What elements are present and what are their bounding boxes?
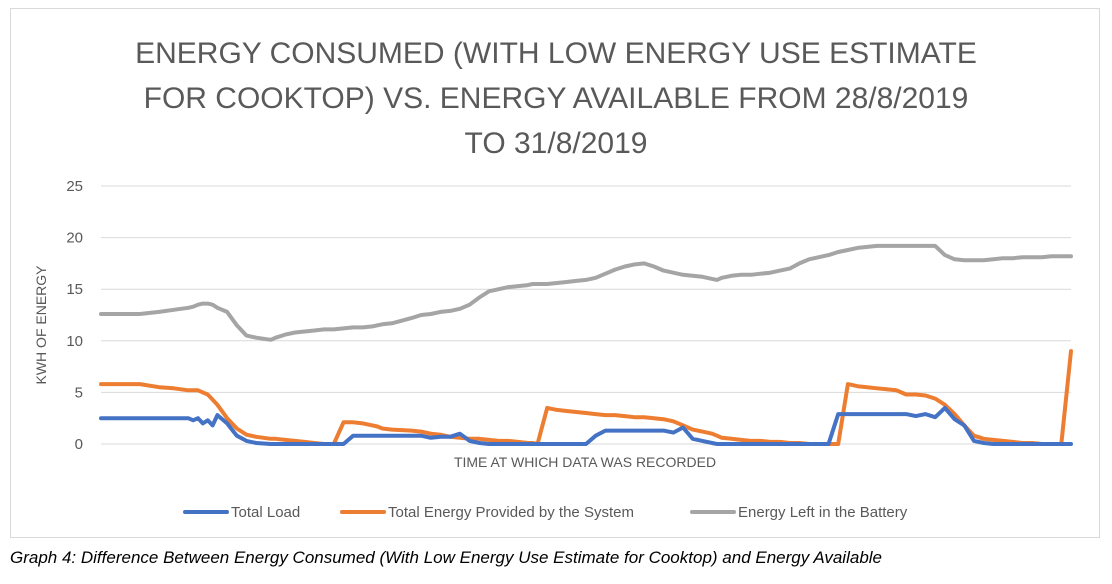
legend-label: Energy Left in the Battery (738, 504, 908, 521)
y-tick-label: 25 (66, 178, 83, 195)
series-lines (99, 243, 1073, 446)
legend: Total Load Total Energy Provided by the S… (183, 504, 908, 521)
y-tick-label: 0 (75, 436, 83, 453)
chart-title-line-3: TO 31/8/2019 (465, 127, 648, 160)
chart-svg: ENERGY CONSUMED (WITH LOW ENERGY USE EST… (33, 37, 1073, 521)
y-axis-ticks: 0 5 10 15 20 25 (66, 178, 83, 453)
series-line-total-load (99, 405, 1073, 446)
legend-label: Total Load (231, 504, 300, 521)
y-tick-label: 5 (75, 384, 83, 401)
figure-caption: Graph 4: Difference Between Energy Consu… (10, 548, 883, 567)
legend-label: Total Energy Provided by the System (388, 504, 634, 521)
y-axis-label: KWH OF ENERGY (33, 265, 49, 385)
y-tick-label: 15 (66, 281, 83, 298)
y-tick-label: 10 (66, 333, 83, 350)
chart-title-line-1: ENERGY CONSUMED (WITH LOW ENERGY USE EST… (135, 37, 977, 70)
series-line-total-energy-provided-by-the-system (99, 349, 1073, 446)
y-tick-label: 20 (66, 230, 83, 247)
series-line-energy-left-in-the-battery (99, 243, 1073, 342)
x-axis-label: TIME AT WHICH DATA WAS RECORDED (454, 454, 716, 470)
gridlines (101, 185, 1071, 445)
chart-frame: ENERGY CONSUMED (WITH LOW ENERGY USE EST… (10, 8, 1100, 538)
chart-title: ENERGY CONSUMED (WITH LOW ENERGY USE EST… (135, 37, 977, 160)
chart-title-line-2: FOR COOKTOP) VS. ENERGY AVAILABLE FROM 2… (144, 82, 969, 115)
